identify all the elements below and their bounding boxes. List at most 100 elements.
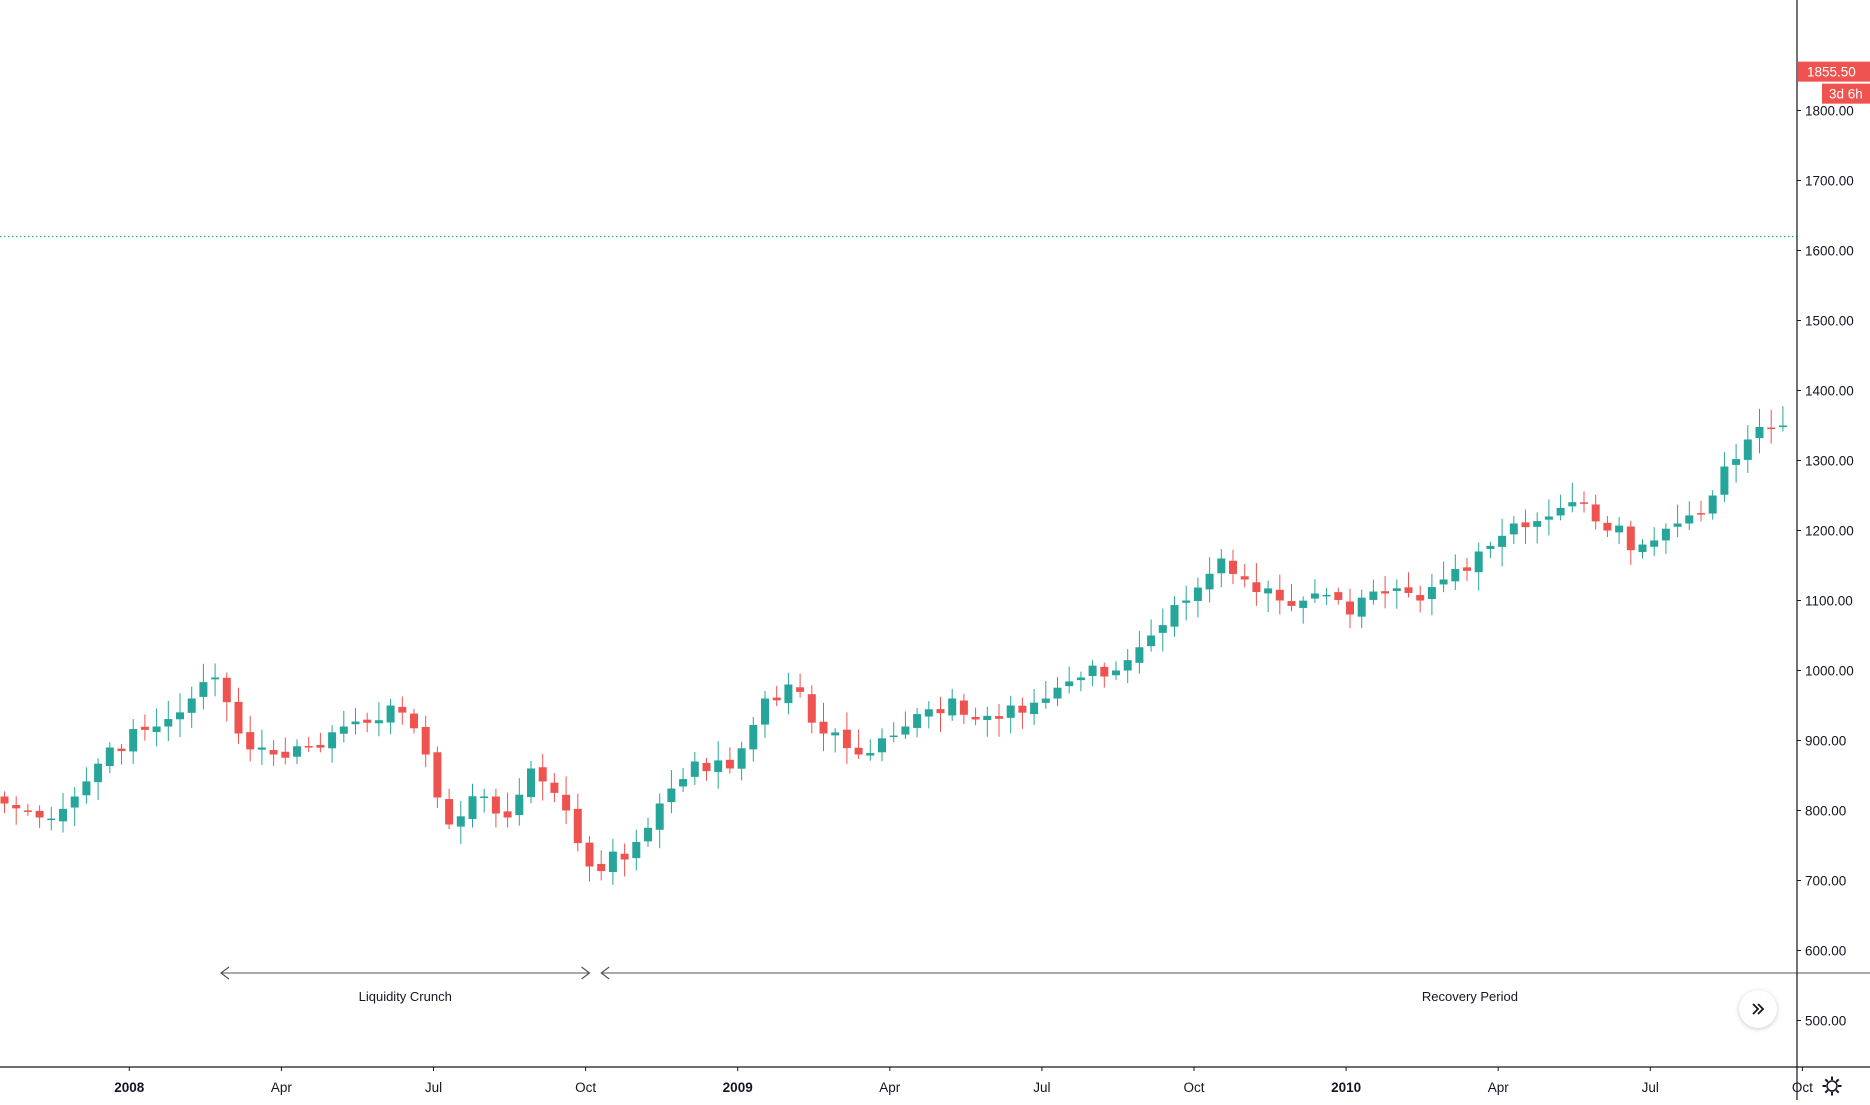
candle-body	[667, 788, 676, 803]
candle-body	[1322, 594, 1331, 597]
candle	[398, 696, 407, 725]
last-price-label: 1855.50	[1798, 61, 1870, 82]
candle	[1708, 490, 1717, 520]
candle-body	[316, 744, 325, 748]
candle-body	[1556, 507, 1565, 516]
candle	[655, 793, 664, 849]
candle-body	[644, 827, 652, 842]
candle	[1743, 425, 1752, 473]
candle-body	[1030, 702, 1039, 715]
scroll-to-realtime-button[interactable]	[1739, 990, 1777, 1028]
candle-body	[620, 853, 629, 860]
candle	[1310, 579, 1319, 603]
candle	[1638, 539, 1647, 559]
candle	[1147, 619, 1156, 652]
time-tick-label: Apr	[271, 1080, 293, 1095]
candle-body	[1018, 705, 1027, 713]
candle	[538, 753, 547, 801]
candle-body	[1743, 439, 1752, 460]
candle-body	[1217, 558, 1226, 574]
candle	[1533, 512, 1542, 544]
chart-settings-button[interactable]	[1818, 1072, 1846, 1100]
candle	[1661, 523, 1670, 554]
candle-body	[515, 794, 524, 816]
candle	[199, 663, 208, 710]
candle	[784, 672, 793, 715]
time-axis: 2008AprJulOct2009AprJulOct2010AprJulOct2…	[0, 1066, 1870, 1095]
candle-body	[1544, 516, 1553, 520]
candle	[796, 673, 805, 698]
candle	[94, 758, 103, 800]
candle-body	[1287, 601, 1296, 606]
candle	[152, 708, 161, 747]
candle	[70, 787, 79, 827]
candle-body	[1521, 522, 1530, 528]
candle-body	[1439, 579, 1448, 585]
candle	[1544, 499, 1553, 536]
candle-body	[1486, 545, 1495, 549]
price-tick-label: 700.00	[1805, 874, 1846, 889]
candle	[12, 796, 21, 825]
candle	[456, 800, 465, 844]
price-tick-label: 900.00	[1805, 734, 1846, 749]
candle	[1626, 520, 1635, 565]
candle	[936, 696, 945, 732]
price-axis: 500.00 600.00 700.00 800.00 900.00 1000.00 110…	[1796, 0, 1854, 1100]
candle	[854, 729, 863, 759]
candle-body	[1474, 551, 1483, 573]
candle	[1392, 579, 1401, 609]
candle-body	[1591, 504, 1600, 522]
candle-body	[1252, 582, 1261, 593]
candle-body	[129, 729, 138, 752]
time-tick-label: Oct	[1792, 1080, 1813, 1095]
candle	[1205, 557, 1214, 603]
candle	[515, 778, 524, 826]
candle	[480, 788, 489, 813]
candle	[211, 663, 220, 697]
price-tick-label: 1500.00	[1805, 314, 1854, 329]
candle-body	[690, 761, 699, 777]
candle	[1065, 666, 1074, 694]
candle-body	[679, 779, 688, 787]
candle	[866, 739, 875, 761]
candle-body	[187, 698, 196, 713]
candle	[176, 693, 184, 738]
candle	[1030, 689, 1039, 725]
candle-body	[176, 712, 184, 720]
candle-body	[1170, 605, 1179, 627]
candle-body	[105, 747, 114, 767]
date-range-annotation[interactable]: Liquidity Crunch	[219, 966, 591, 1004]
candle-body	[421, 726, 430, 755]
candle	[164, 700, 173, 742]
candle	[1580, 491, 1588, 513]
candle-body	[70, 796, 79, 808]
candle	[1240, 564, 1249, 588]
range-label: Liquidity Crunch	[359, 989, 452, 1004]
candle-body	[246, 732, 255, 750]
candle	[1275, 574, 1284, 615]
candle-body	[1626, 526, 1635, 551]
candle-body	[1427, 587, 1436, 600]
candle	[35, 805, 44, 828]
range-arrow-right	[581, 966, 591, 980]
candle-body	[1732, 459, 1741, 465]
candle-body	[1182, 600, 1191, 603]
candle-body	[1615, 525, 1624, 533]
candle-body	[386, 705, 395, 723]
candle-body	[1381, 591, 1390, 594]
bar-countdown-label: 3d 6h	[1822, 83, 1870, 104]
date-range-annotation[interactable]: Recovery Period	[600, 966, 1870, 1004]
candle-body	[445, 799, 454, 825]
candle	[1053, 677, 1062, 707]
candle-body	[1533, 521, 1542, 527]
candle-body	[480, 796, 489, 798]
candle-body	[433, 752, 442, 798]
candle-body	[1053, 687, 1062, 699]
candle-body	[12, 805, 21, 809]
candle-body	[901, 726, 910, 735]
candle-body	[913, 714, 922, 728]
candle-body	[1509, 523, 1518, 535]
candle	[1439, 561, 1448, 593]
